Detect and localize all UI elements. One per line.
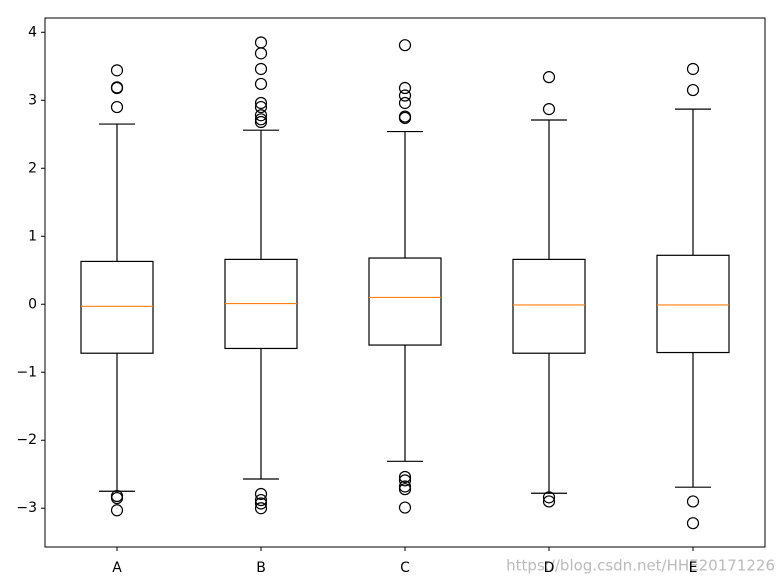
y-tick-label: −3 xyxy=(16,500,37,516)
y-tick-label: 2 xyxy=(28,160,37,176)
y-tick-label: −1 xyxy=(16,364,37,380)
y-tick-label: 1 xyxy=(28,228,37,244)
flier xyxy=(398,39,412,52)
x-tick-label: D xyxy=(544,560,555,576)
watermark: https://blog.csdn.net/HHE20171226 xyxy=(506,557,775,575)
flier xyxy=(254,47,268,60)
flier xyxy=(686,517,700,530)
box xyxy=(656,254,730,354)
flier xyxy=(398,96,412,110)
y-tick-label: 4 xyxy=(28,24,37,40)
box xyxy=(368,257,442,346)
x-tick-label: E xyxy=(689,560,698,576)
x-tick-label: B xyxy=(256,560,266,576)
x-tick-label: A xyxy=(112,560,122,576)
flier xyxy=(398,89,412,102)
flier xyxy=(398,483,412,496)
flier xyxy=(398,474,412,487)
flier xyxy=(254,113,268,126)
flier xyxy=(254,96,268,110)
flier xyxy=(110,64,124,77)
flier xyxy=(254,77,268,91)
flier xyxy=(686,62,700,76)
flier xyxy=(542,495,556,508)
x-tick-label: C xyxy=(400,560,410,576)
flier xyxy=(110,491,124,505)
flier xyxy=(398,470,412,484)
flier xyxy=(254,115,268,129)
box xyxy=(512,258,586,354)
box xyxy=(80,260,154,354)
flier xyxy=(542,71,556,84)
flier xyxy=(254,62,268,76)
flier xyxy=(110,100,124,114)
y-tick-label: −2 xyxy=(16,432,37,448)
flier xyxy=(110,504,124,517)
flier xyxy=(254,497,268,510)
flier xyxy=(254,36,268,49)
flier xyxy=(542,491,556,504)
flier xyxy=(398,111,412,125)
flier xyxy=(398,480,412,493)
flier xyxy=(110,81,124,95)
flier xyxy=(686,83,700,97)
flier xyxy=(686,495,700,508)
flier xyxy=(254,100,268,114)
y-tick-label: 3 xyxy=(28,92,37,108)
flier xyxy=(254,502,268,515)
flier xyxy=(398,81,412,95)
flier xyxy=(542,103,556,116)
flier xyxy=(254,487,268,501)
flier xyxy=(398,501,412,514)
flier xyxy=(254,493,268,507)
flier xyxy=(254,109,268,122)
y-tick-label: 0 xyxy=(28,296,37,312)
